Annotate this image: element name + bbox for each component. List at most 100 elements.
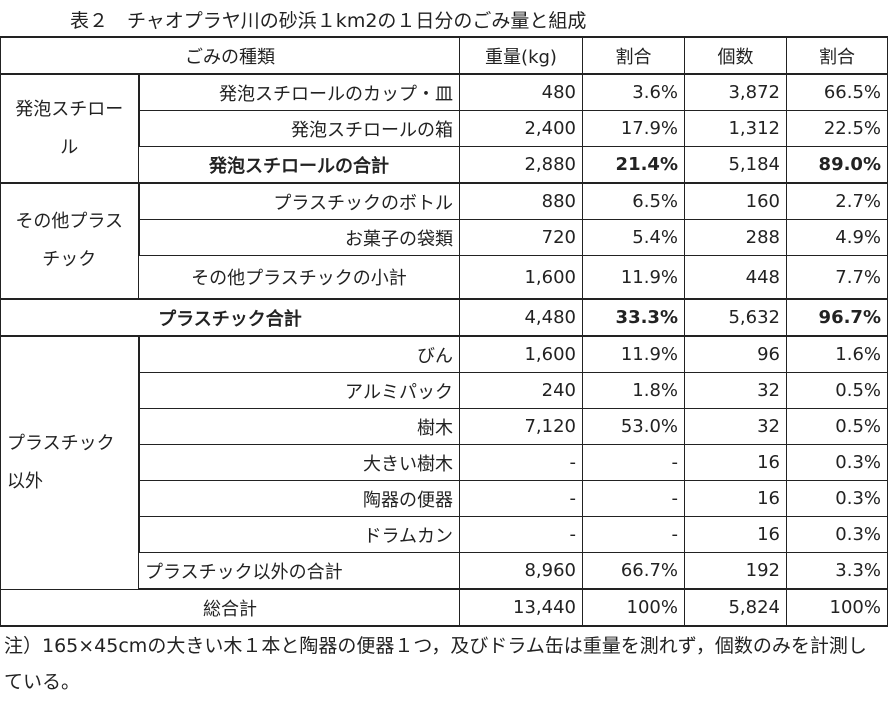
cell-value: 240 [459,372,583,409]
grand-total-row: 総合計 13,440 100% 5,824 100% [0,588,888,627]
table-row: アルミパック 240 1.8% 32 0.5% [1,372,888,409]
cell-value: 1.6% [786,335,888,373]
cell-value: - [582,480,685,517]
cell-value: 96.7% [786,298,888,337]
cell-value: 22.5% [786,110,888,147]
item-name: 大きい樹木 [137,444,460,481]
table-row: 樹木 7,120 53.0% 32 0.5% [1,408,888,445]
item-name: 陶器の便器 [137,480,460,517]
cell-value: - [459,480,583,517]
table-row: 陶器の便器 - -16 0.3% [1,480,888,517]
cell-value: 1,600 [459,335,583,373]
cell-value: - [459,444,583,481]
group-label: その他プラスチック [0,182,139,300]
cell-value: 1,312 [684,110,787,147]
header-row: ごみの種類 重量(kg) 割合 個数 割合 [0,36,888,75]
item-name: お菓子の袋類 [137,219,460,256]
header-category: ごみの種類 [0,36,460,75]
cell-value: 33.3% [582,298,685,337]
cell-value: 13,440 [459,588,583,627]
table-row: 発泡スチロール 発泡スチロールのカップ・皿 480 3.6% 3,872 66.5% [0,73,888,184]
cell-value: 7,120 [459,408,583,445]
header-cell: 重量(kg) [459,36,583,75]
cell-value: 17.9% [582,110,685,147]
item-name: 発泡スチロールの箱 [137,110,460,147]
table-row: 発泡スチロールの箱 2,400 17.9% 1,312 22.5% [1,110,888,147]
cell-value: 2.7% [786,182,888,220]
cell-value: 16 [684,516,787,553]
cell-value: 5.4% [582,219,685,256]
plastic-total-row: プラスチック合計 4,480 33.3% 5,632 96.7% [0,298,888,337]
cell-value: 5,632 [684,298,787,337]
cell-value: 448 [684,255,787,300]
cell-value: 2,880 [459,146,583,184]
cell-value: 880 [459,182,583,220]
plastic-total-label: プラスチック合計 [0,298,460,337]
group-label: プラスチック以外 [0,335,139,590]
footnote: 注）165×45cmの大きい木１本と陶器の便器１つ，及びドラム缶は重量を測れず，… [4,635,867,693]
subtotal-row: プラスチック以外の合計 8,960 66.7% 192 3.3% [1,552,888,590]
cell-value: 4,480 [459,298,583,337]
table-row: その他プラスチック プラスチックのボトル 880 6.5% 160 2.7% [0,182,888,300]
subtotal-row: 発泡スチロールの合計 2,880 21.4% 5,184 89.0% [1,146,888,184]
subtotal-label: 発泡スチロールの合計 [138,146,460,184]
subtotal-label: その他プラスチックの小計 [138,255,460,300]
cell-value: 100% [582,588,685,627]
table-row: プラスチック以外 びん 1,600 11.9% 96 1.6% [0,335,888,590]
cell-value: 1.8% [582,372,685,409]
cell-value: 160 [684,182,787,220]
item-name: びん [137,335,460,373]
item-name: アルミパック [137,372,460,409]
cell-value: 192 [684,552,787,590]
header-cell: 個数 [684,36,787,75]
cell-value: 0.3% [786,516,888,553]
grand-total-label: 総合計 [0,588,460,627]
cell-value: 0.5% [786,408,888,445]
cell-value: 2,400 [459,110,583,147]
cell-value: 0.3% [786,480,888,517]
item-name: プラスチックのボトル [137,182,460,220]
cell-value: 3.3% [786,552,888,590]
waste-table: ごみの種類 重量(kg) 割合 個数 割合 発泡スチロール 発泡スチロールのカップ・皿 480… [0,36,888,627]
cell-value: 53.0% [582,408,685,445]
cell-value: 96 [684,335,787,373]
header-cell: 割合 [582,36,685,75]
table-row: ドラムカン - -16 0.3% [1,516,888,553]
cell-value: 0.5% [786,372,888,409]
cell-value: 11.9% [582,255,685,300]
cell-value: - [582,444,685,481]
cell-value: 11.9% [582,335,685,373]
cell-value: 8,960 [459,552,583,590]
cell-value: - [459,516,583,553]
cell-value: 6.5% [582,182,685,220]
cell-value: 7.7% [786,255,888,300]
cell-value: 32 [684,408,787,445]
cell-value: 100% [786,588,888,627]
cell-value: 16 [684,480,787,517]
subtotal-row: その他プラスチックの小計 1,600 11.9% 448 7.7% [1,255,888,300]
header-cell: 割合 [786,36,888,75]
cell-value: 89.0% [786,146,888,184]
item-name: ドラムカン [137,516,460,553]
cell-value: 288 [684,219,787,256]
cell-value: 66.5% [786,73,888,111]
cell-value: 32 [684,372,787,409]
table-row: 大きい樹木 - -16 0.3% [1,444,888,481]
cell-value: 1,600 [459,255,583,300]
table-title: 表２ チャオプラヤ川の砂浜１km2の１日分のごみ量と組成 [70,10,587,32]
cell-value: - [582,516,685,553]
cell-value: 5,184 [684,146,787,184]
cell-value: 66.7% [582,552,685,590]
item-name: 樹木 [137,408,460,445]
cell-value: 16 [684,444,787,481]
cell-value: 21.4% [582,146,685,184]
cell-value: 3.6% [582,73,685,111]
cell-value: 4.9% [786,219,888,256]
cell-value: 720 [459,219,583,256]
group-label: 発泡スチロール [0,73,139,184]
cell-value: 3,872 [684,73,787,111]
cell-value: 0.3% [786,444,888,481]
table-row: お菓子の袋類 720 5.4% 288 4.9% [1,219,888,256]
cell-value: 5,824 [684,588,787,627]
cell-value: 480 [459,73,583,111]
